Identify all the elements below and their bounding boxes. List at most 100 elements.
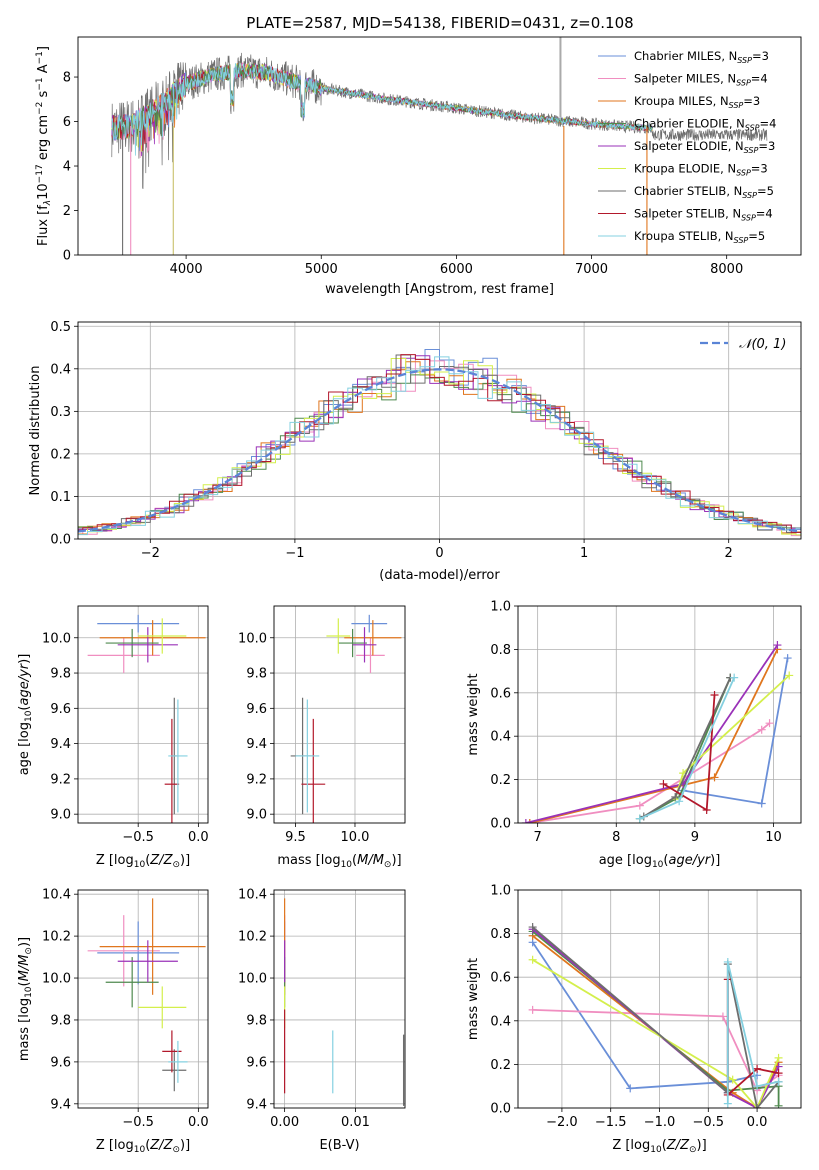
y-tick-label: 10.0 — [42, 972, 71, 987]
y-tick-label: 0.0 — [490, 817, 511, 832]
y-axis-label-part: erg cm — [36, 115, 51, 164]
y-tick-label: 0.6 — [490, 686, 511, 701]
y-axis-label-part: −1 — [35, 77, 45, 90]
y-tick-label: 0.0 — [50, 533, 71, 548]
label-part: )] — [180, 1138, 190, 1153]
label-part: Z [log — [96, 853, 134, 868]
mass-weight-line-salpeter-stelib — [662, 694, 716, 812]
normal-reference-curve — [78, 368, 801, 533]
x-tick-label: −2.0 — [546, 1115, 578, 1130]
histogram-salpeter-miles — [78, 358, 801, 537]
legend-label-sub: SSP — [737, 56, 752, 65]
y-tick-label: 2 — [63, 204, 71, 219]
legend-label-sub: SSP — [741, 214, 756, 223]
figure-title: PLATE=2587, MJD=54138, FIBERID=0431, z=0… — [246, 14, 633, 32]
y-tick-label: 10.2 — [238, 930, 267, 945]
mass-weight-marker — [723, 957, 732, 966]
x-tick-label: 0.0 — [188, 1115, 209, 1130]
label-part: ( — [662, 1138, 667, 1153]
y-tick-label: 0.0 — [490, 1102, 511, 1117]
y-tick-label: 9.4 — [246, 1097, 267, 1112]
x-tick-label: 10 — [765, 830, 782, 845]
x-tick-label: 0.0 — [188, 830, 209, 845]
label-part: age [log — [599, 853, 652, 868]
y-tick-label: 1.0 — [490, 600, 511, 615]
legend-label: Kroupa MILES, NSSP=3 — [634, 94, 760, 110]
x-axis-label: age [log10(age/yr)] — [599, 853, 721, 870]
label-part: ( — [145, 853, 150, 868]
y-axis-label-part: A — [36, 64, 51, 77]
mass-weight-marker — [753, 1082, 762, 1091]
y-axis-label: age [log10(age/yr)] — [17, 654, 34, 776]
y-tick-label: 0.4 — [490, 730, 511, 745]
legend-label-sub: SSP — [736, 169, 751, 178]
errorbar-group — [284, 898, 405, 1106]
axes-frame — [273, 889, 406, 1109]
y-tick-label: 1.0 — [490, 884, 511, 899]
mass-weight-marker — [718, 1012, 727, 1021]
mass-weight-marker — [710, 773, 719, 782]
legend-label-value: =5 — [757, 184, 774, 198]
label-part: )] — [391, 853, 401, 868]
mass-weight-marker — [728, 1075, 737, 1084]
x-tick-label: 0.01 — [341, 1115, 370, 1130]
label-part: )] — [180, 853, 190, 868]
legend-label: Kroupa ELODIE, NSSP=3 — [634, 162, 768, 178]
label-part: Z [log — [612, 1138, 650, 1153]
line-group — [521, 641, 794, 823]
y-tick-label: 6 — [63, 115, 71, 130]
axes-frame — [77, 36, 802, 256]
legend-label-sub: SSP — [745, 124, 760, 133]
label-part: mass [log — [277, 853, 340, 868]
y-tick-label: 10.0 — [42, 631, 71, 646]
y-axis-label-part: ⊙ — [24, 947, 34, 955]
histogram-kroupa-stelib — [78, 356, 801, 536]
x-tick-label: 0 — [435, 546, 443, 561]
y-axis-label-part: age [log — [17, 722, 32, 775]
y-tick-label: 0.1 — [50, 490, 71, 505]
mass-weight-marker — [723, 1099, 732, 1108]
mass-weight-marker — [753, 1064, 762, 1073]
y-tick-label: 9.8 — [50, 667, 71, 682]
axes-frame — [77, 605, 209, 824]
x-axis-label: Z [log10(Z/Z⊙)] — [96, 1138, 190, 1155]
legend-label: Chabrier ELODIE, NSSP=4 — [634, 117, 776, 133]
y-axis-label-part: )] — [17, 654, 32, 664]
label-part: E(B-V) — [319, 1138, 359, 1153]
chart-layer: 4000 5000 6000 7000 8000 0 2 4 6 8 Chabrier MILES,… — [17, 36, 802, 1155]
y-tick-label: 8 — [63, 71, 71, 86]
x-tick-label: 5000 — [305, 262, 338, 277]
y-axis-label-part: )] — [17, 937, 32, 947]
axes-frame — [77, 889, 209, 1109]
legend-label: Chabrier MILES, NSSP=3 — [634, 49, 769, 65]
y-axis-label-part: 10 — [24, 986, 34, 998]
legend-label-text: Salpeter ELODIE, N — [634, 139, 744, 153]
x-tick-label: 6000 — [440, 262, 473, 277]
mass-weight-marker — [671, 792, 680, 801]
y-tick-label: 9.2 — [50, 772, 71, 787]
y-tick-label: 0.5 — [50, 320, 71, 335]
x-tick-label: 4000 — [170, 262, 203, 277]
label-part: 10 — [341, 860, 353, 870]
mass-weight-line-kroupa-stelib — [726, 961, 779, 1104]
y-axis-label: mass [log10(M/M⊙)] — [17, 937, 34, 1061]
x-tick-label: 7 — [534, 830, 542, 845]
mass-weight-marker — [635, 814, 644, 823]
y-tick-label: 9.6 — [50, 1055, 71, 1070]
legend-label: 𝒩(0, 1) — [739, 337, 786, 352]
mass-weight-marker — [757, 725, 766, 734]
y-axis-label-part: −2 — [35, 102, 45, 115]
legend-label-value: =4 — [751, 72, 768, 86]
mass-weight-marker — [659, 779, 668, 788]
mass-weight-marker — [521, 819, 530, 823]
y-axis-label-part: s — [36, 90, 51, 101]
y-axis-label: Normed distribution — [28, 366, 43, 496]
label-part: )] — [710, 853, 720, 868]
label-part: ( — [145, 1138, 150, 1153]
y-tick-label: 9.4 — [50, 1097, 71, 1112]
mass-weight-marker — [774, 1101, 783, 1108]
y-axis-label-part: Flux [f — [36, 205, 51, 246]
x-axis-label: (data-model)/error — [379, 568, 500, 583]
mass-weight-line-kroupa-elodie — [674, 674, 790, 800]
